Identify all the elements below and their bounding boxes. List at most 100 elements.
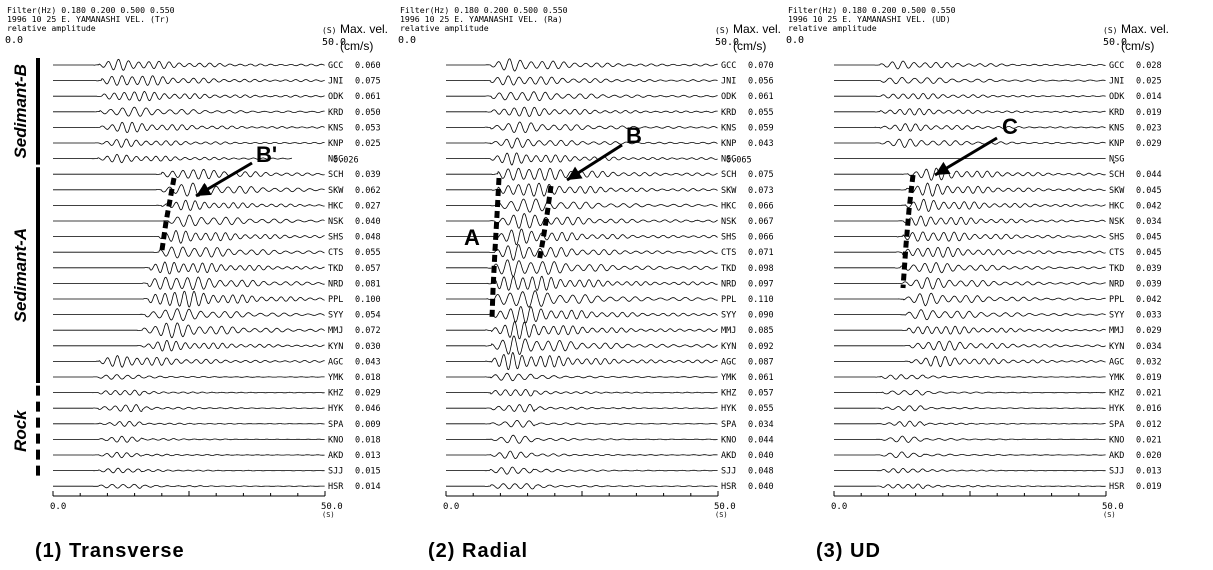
station-label-KNS: KNS <box>721 123 736 133</box>
station-label-SYY: SYY <box>721 311 736 321</box>
max-vel-value-HYK: 0.055 <box>748 404 774 414</box>
station-label-NSK: NSK <box>328 217 344 227</box>
max-vel-value-NSK: 0.040 <box>355 217 381 227</box>
annotation-label-b: B <box>626 123 642 148</box>
trace-SKW <box>446 182 718 197</box>
station-label-KHZ: KHZ <box>721 389 736 399</box>
station-label-CTS: CTS <box>721 248 736 258</box>
station-label-ODK: ODK <box>721 92 737 102</box>
max-vel-value-GCC: 0.070 <box>748 61 774 71</box>
max-vel-value-SCH: 0.044 <box>1136 170 1162 180</box>
trace-KNO <box>446 434 718 444</box>
panel-caption: (2) Radial <box>428 540 528 562</box>
station-label-SHS: SHS <box>1109 233 1124 243</box>
station-label-AKD: AKD <box>328 451 343 461</box>
max-vel-value-JNI: 0.056 <box>748 77 774 87</box>
trace-HKC <box>446 198 718 213</box>
max-vel-value-SJJ: 0.048 <box>748 467 774 477</box>
panel-event-header: 1996 10 25 E. YAMANASHI VEL. (UD) <box>788 14 951 24</box>
station-label-HSR: HSR <box>721 482 737 492</box>
max-vel-value-KHZ: 0.021 <box>1136 389 1162 399</box>
station-label-SCH: SCH <box>721 170 736 180</box>
max-vel-value-KRD: 0.055 <box>748 108 774 118</box>
trace-KNP <box>53 138 325 148</box>
annotation-label-bprime: B' <box>256 142 277 167</box>
panel-filter-header: Filter(Hz) 0.180 0.200 0.500 0.550 <box>7 5 175 15</box>
station-label-ODK: ODK <box>1109 92 1125 102</box>
panel-amplitude-header: relative amplitude <box>7 23 96 33</box>
station-label-NRD: NRD <box>721 279 736 289</box>
max-vel-value-SCH: 0.039 <box>355 170 381 180</box>
max-vel-value-MMJ: 0.029 <box>1136 326 1162 336</box>
axis-top-unit-label: (S) <box>1103 26 1117 35</box>
panel-amplitude-header: relative amplitude <box>400 23 489 33</box>
annotations: B' A B C <box>159 114 1018 319</box>
max-vel-value-NSK: 0.034 <box>1136 217 1162 227</box>
zone-label: Rock <box>11 409 30 452</box>
panel-caption: (3) UD <box>816 540 881 562</box>
max-vel-value-CTS: 0.071 <box>748 248 774 258</box>
trace-NRD <box>834 277 1106 290</box>
trace-KNO <box>834 435 1106 443</box>
max-vel-value-SYY: 0.054 <box>355 311 381 321</box>
station-label-SPA: SPA <box>328 420 343 430</box>
max-vel-value-NRD: 0.097 <box>748 279 774 289</box>
trace-GCC <box>834 60 1106 70</box>
trace-JNI <box>446 75 718 86</box>
max-vel-value-TKD: 0.098 <box>748 264 774 274</box>
trace-CTS <box>834 246 1106 258</box>
station-label-NSG: NSG <box>1109 155 1124 165</box>
max-vel-value-HKC: 0.027 <box>355 201 381 211</box>
trace-KYN <box>834 340 1106 352</box>
max-vel-value-AGC: 0.087 <box>748 357 774 367</box>
max-vel-value-TKD: 0.039 <box>1136 264 1162 274</box>
trace-AKD <box>53 451 325 459</box>
station-label-SJJ: SJJ <box>328 467 343 477</box>
max-vel-value-PPL: 0.042 <box>1136 295 1162 305</box>
station-label-JNI: JNI <box>721 77 736 87</box>
max-vel-value-KNS: 0.053 <box>355 123 381 133</box>
trace-SCH <box>53 168 325 180</box>
station-label-GCC: GCC <box>721 61 736 71</box>
trace-AKD <box>834 451 1106 459</box>
max-vel-value-SPA: 0.009 <box>355 420 381 430</box>
max-vel-value-SYY: 0.033 <box>1136 311 1162 321</box>
max-vel-value-PPL: 0.110 <box>748 295 774 305</box>
max-vel-value-SJJ: 0.013 <box>1136 467 1162 477</box>
max-vel-value-KYN: 0.030 <box>355 342 381 352</box>
trace-TKD <box>834 262 1106 274</box>
max-vel-value-KNS: 0.023 <box>1136 123 1162 133</box>
station-label-HSR: HSR <box>328 482 344 492</box>
axis-bottom-start-label: 0.0 <box>443 502 459 512</box>
pick-b <box>536 185 554 263</box>
arrow-c-head <box>935 161 951 175</box>
max-vel-value-JNI: 0.025 <box>1136 77 1162 87</box>
max-vel-value-KNO: 0.021 <box>1136 435 1162 445</box>
max-vel-value-HYK: 0.046 <box>355 404 381 414</box>
station-label-KHZ: KHZ <box>328 389 343 399</box>
station-label-SYY: SYY <box>1109 311 1124 321</box>
station-label-CTS: CTS <box>328 248 343 258</box>
trace-TKD <box>53 261 325 275</box>
max-vel-value-SJJ: 0.015 <box>355 467 381 477</box>
trace-SKW <box>834 182 1106 197</box>
trace-SKW <box>53 182 325 197</box>
axis-bottom-unit-label: (S) <box>715 511 728 519</box>
trace-GCC <box>53 58 325 71</box>
max-vel-value-HKC: 0.042 <box>1136 201 1162 211</box>
station-label-TKD: TKD <box>328 264 343 274</box>
max-vel-value-AGC: 0.032 <box>1136 357 1162 367</box>
station-label-KNP: KNP <box>1109 139 1124 149</box>
max-vel-value-CTS: 0.045 <box>1136 248 1162 258</box>
max-vel-value-SKW: 0.062 <box>355 186 381 196</box>
trace-KNS <box>53 121 325 134</box>
max-vel-value-JNI: 0.075 <box>355 77 381 87</box>
station-label-PPL: PPL <box>328 295 343 305</box>
max-vel-header: Max. vel. <box>340 22 388 36</box>
trace-HYK <box>446 403 718 413</box>
panel-filter-header: Filter(Hz) 0.180 0.200 0.500 0.550 <box>400 5 568 15</box>
axis-top-end-label: 50.0 <box>715 37 739 48</box>
axis-bottom-start-label: 0.0 <box>831 502 847 512</box>
panel-filter-header: Filter(Hz) 0.180 0.200 0.500 0.550 <box>788 5 956 15</box>
